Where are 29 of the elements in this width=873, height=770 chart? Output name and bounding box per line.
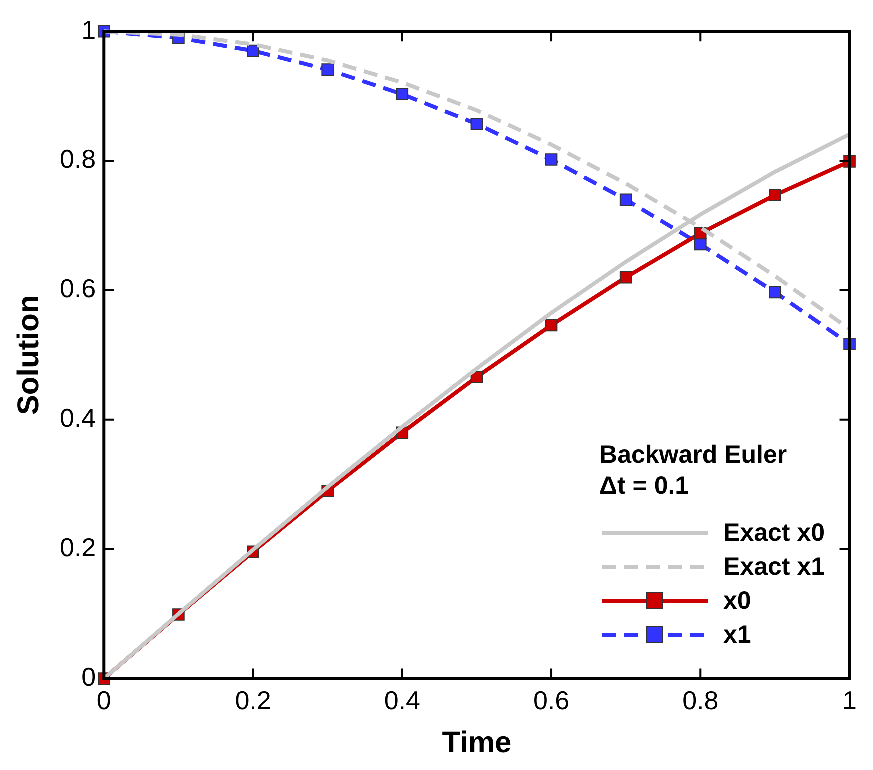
legend-label: Exact x0 <box>724 518 825 548</box>
y-tick-label: 0 <box>82 662 96 692</box>
legend-label: x0 <box>724 586 752 616</box>
point <box>247 44 260 58</box>
y-tick-label: 0.2 <box>60 532 96 563</box>
point <box>620 194 632 206</box>
point <box>545 154 558 166</box>
y-tick-label: 0.4 <box>60 403 96 434</box>
y-tick-label: 0.6 <box>60 274 96 304</box>
x-tick-label: 1 <box>842 686 858 716</box>
point <box>545 319 558 332</box>
x-axis-title: Time <box>442 726 512 760</box>
y-tick-label: 1 <box>82 14 96 45</box>
point <box>322 64 334 76</box>
x-tick-label: 0.4 <box>384 686 420 716</box>
x-tick-label: 0.8 <box>682 686 719 716</box>
y-axis-title: Solution <box>12 295 46 416</box>
legend-label: Exact x1 <box>724 552 825 582</box>
point <box>769 189 782 202</box>
point <box>769 286 782 299</box>
point <box>694 238 707 251</box>
point <box>470 118 484 130</box>
x-tick-label: 0.6 <box>533 686 570 716</box>
point <box>620 271 632 284</box>
legend-label: x1 <box>724 620 752 650</box>
legend-title: Backward Euler Δt = 0.1 <box>600 440 788 502</box>
x-tick-label: 0.2 <box>235 686 272 716</box>
point <box>396 88 409 101</box>
y-tick-label: 0.8 <box>60 144 96 174</box>
